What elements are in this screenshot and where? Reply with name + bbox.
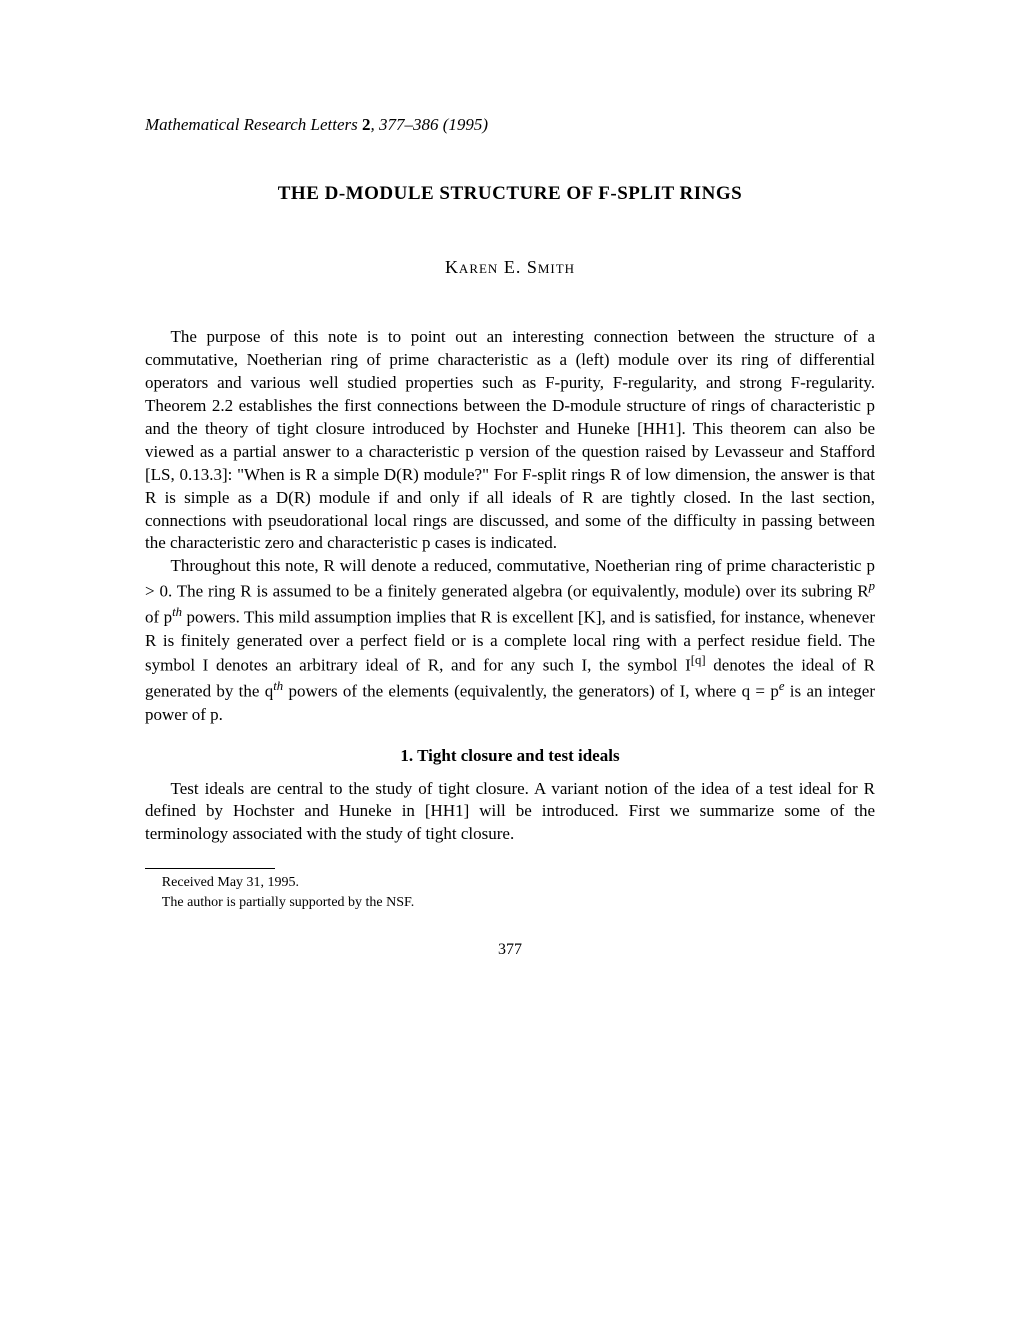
footnote-rule <box>145 868 275 869</box>
page-container: Mathematical Research Letters 2, 377–386… <box>0 0 1020 1019</box>
paper-author: Karen E. Smith <box>145 257 875 278</box>
footnote-1: Received May 31, 1995. <box>145 873 875 893</box>
page-number: 377 <box>145 941 875 959</box>
p2-text-2: of p <box>145 608 172 627</box>
section-1-heading: 1. Tight closure and test ideals <box>145 745 875 768</box>
paper-title: THE D-MODULE STRUCTURE OF F-SPLIT RINGS <box>145 183 875 205</box>
journal-header: Mathematical Research Letters 2, 377–386… <box>145 115 875 135</box>
p2-sup-4: th <box>273 679 283 693</box>
footnote-2: The author is partially supported by the… <box>145 893 875 913</box>
journal-volume: 2 <box>362 115 371 134</box>
p2-sup-3: [q] <box>691 653 706 667</box>
journal-name: Mathematical Research Letters <box>145 115 358 134</box>
paragraph-1: The purpose of this note is to point out… <box>145 326 875 555</box>
journal-separator: , <box>371 115 380 134</box>
journal-pages: 377–386 <box>379 115 439 134</box>
p2-text-5: powers of the elements (equivalently, th… <box>283 682 779 701</box>
paragraph-2: Throughout this note, R will denote a re… <box>145 555 875 726</box>
p2-sup-2: th <box>172 605 182 619</box>
section-1-paragraph-1: Test ideals are central to the study of … <box>145 778 875 847</box>
body-text: The purpose of this note is to point out… <box>145 326 875 846</box>
journal-year: (1995) <box>443 115 488 134</box>
p2-text-1: Throughout this note, R will denote a re… <box>145 556 875 601</box>
footnotes: Received May 31, 1995. The author is par… <box>145 873 875 912</box>
p2-sup-1: p <box>869 579 875 593</box>
